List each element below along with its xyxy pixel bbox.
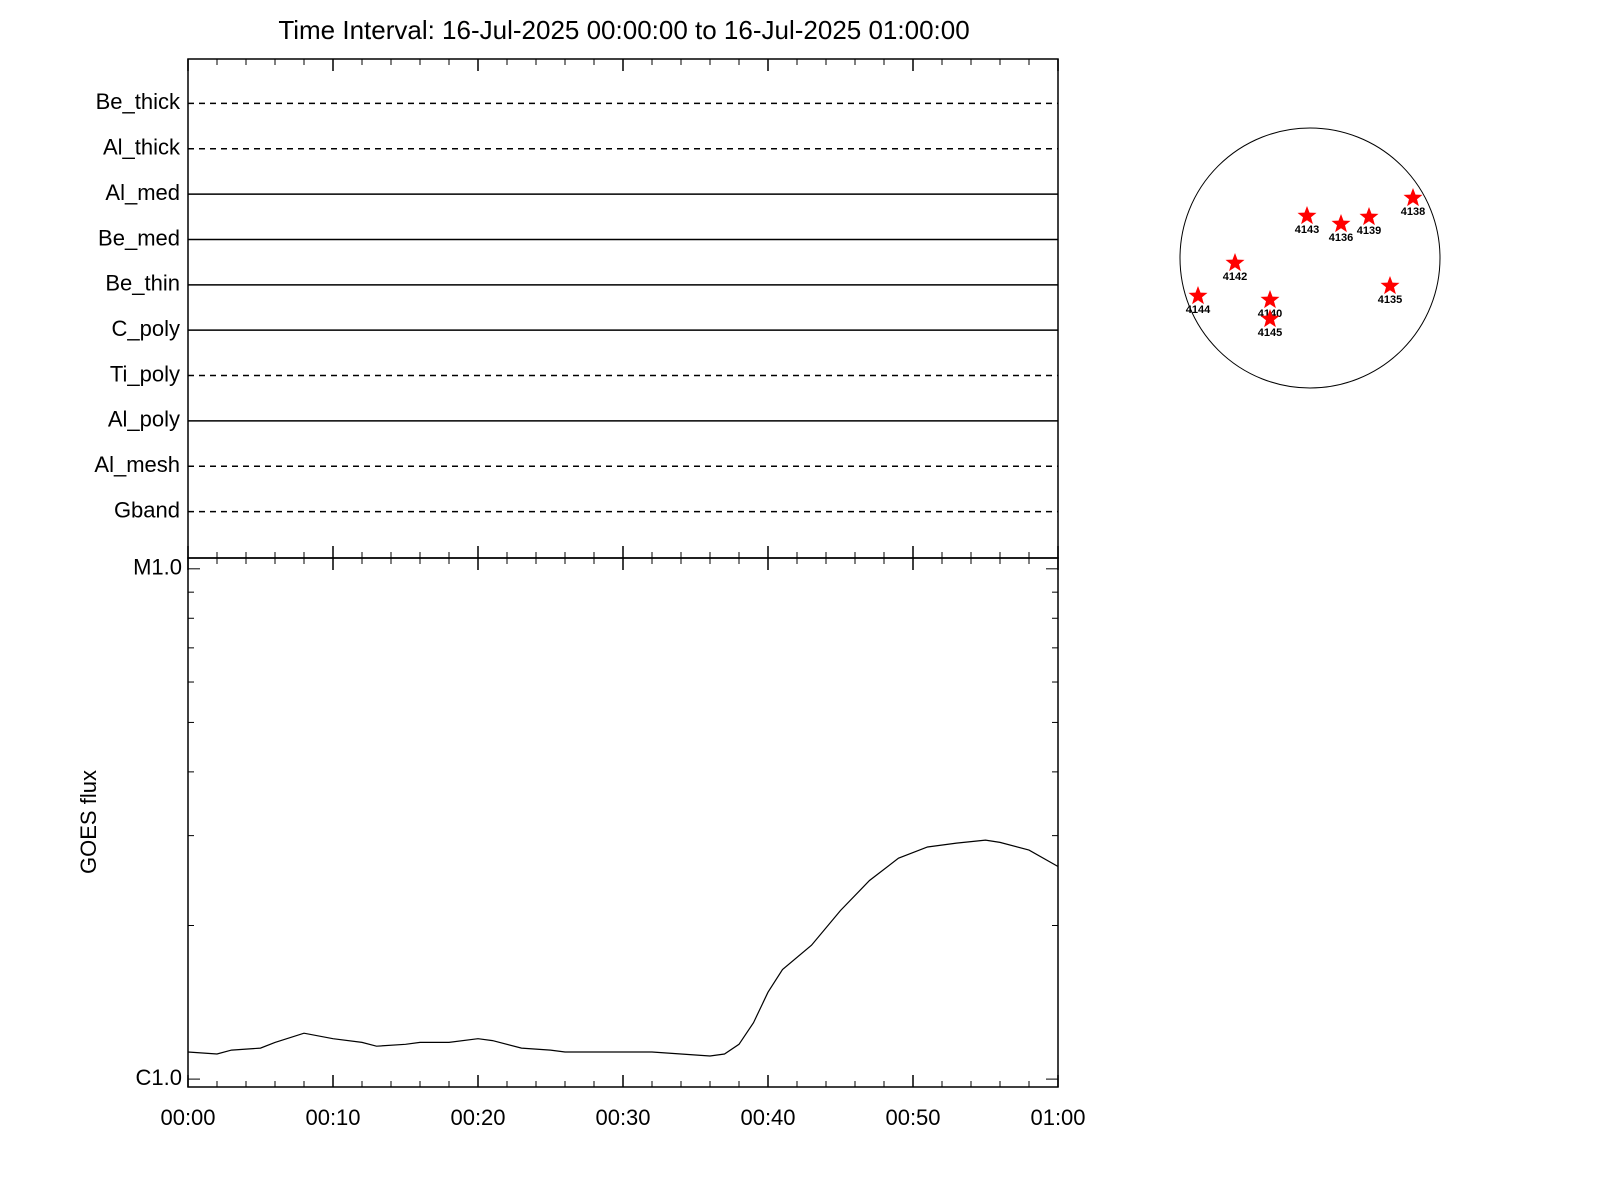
x-tick-label: 00:10: [305, 1105, 360, 1130]
y-tick-label: C1.0: [136, 1065, 182, 1090]
detector-label: Al_poly: [108, 407, 180, 432]
chart-title: Time Interval: 16-Jul-2025 00:00:00 to 1…: [278, 15, 969, 45]
region-star: [1225, 253, 1245, 272]
detector-label: Be_thin: [105, 271, 180, 296]
solar-disk: [1179, 127, 1441, 389]
x-tick-label: 00:30: [595, 1105, 650, 1130]
detector-label: C_poly: [112, 316, 180, 341]
region-label: 4138: [1401, 206, 1425, 218]
region-star: [1380, 276, 1400, 295]
x-tick-label: 00:00: [160, 1105, 215, 1130]
region-star: [1331, 214, 1351, 233]
region-label: 4142: [1223, 271, 1247, 283]
x-tick-label: 00:40: [740, 1105, 795, 1130]
region-star: [1297, 206, 1317, 225]
x-tick-label: 00:50: [885, 1105, 940, 1130]
region-label: 4139: [1357, 225, 1381, 237]
flux-line: [187, 839, 1059, 1057]
region-label: 4136: [1329, 232, 1353, 244]
x-tick-label: 00:20: [450, 1105, 505, 1130]
detector-label: Al_mesh: [94, 452, 180, 477]
y-axis-label: GOES flux: [76, 770, 101, 874]
detector-label: Al_thick: [103, 135, 181, 160]
region-star: [1260, 309, 1280, 328]
region-label: 4143: [1295, 224, 1319, 236]
detector-label: Ti_poly: [110, 361, 180, 386]
region-label: 4145: [1258, 327, 1282, 339]
detector-label: Gband: [114, 497, 180, 522]
region-star: [1403, 188, 1423, 207]
detector-label: Be_med: [98, 225, 180, 250]
region-label: 4144: [1186, 304, 1211, 316]
region-label: 4135: [1378, 294, 1402, 306]
region-star: [1260, 290, 1280, 309]
y-tick-label: M1.0: [133, 555, 182, 580]
detector-label: Be_thick: [96, 89, 181, 114]
region-star: [1359, 207, 1379, 226]
detector-label: Al_med: [105, 180, 180, 205]
x-tick-label: 01:00: [1030, 1105, 1085, 1130]
region-star: [1188, 286, 1208, 305]
